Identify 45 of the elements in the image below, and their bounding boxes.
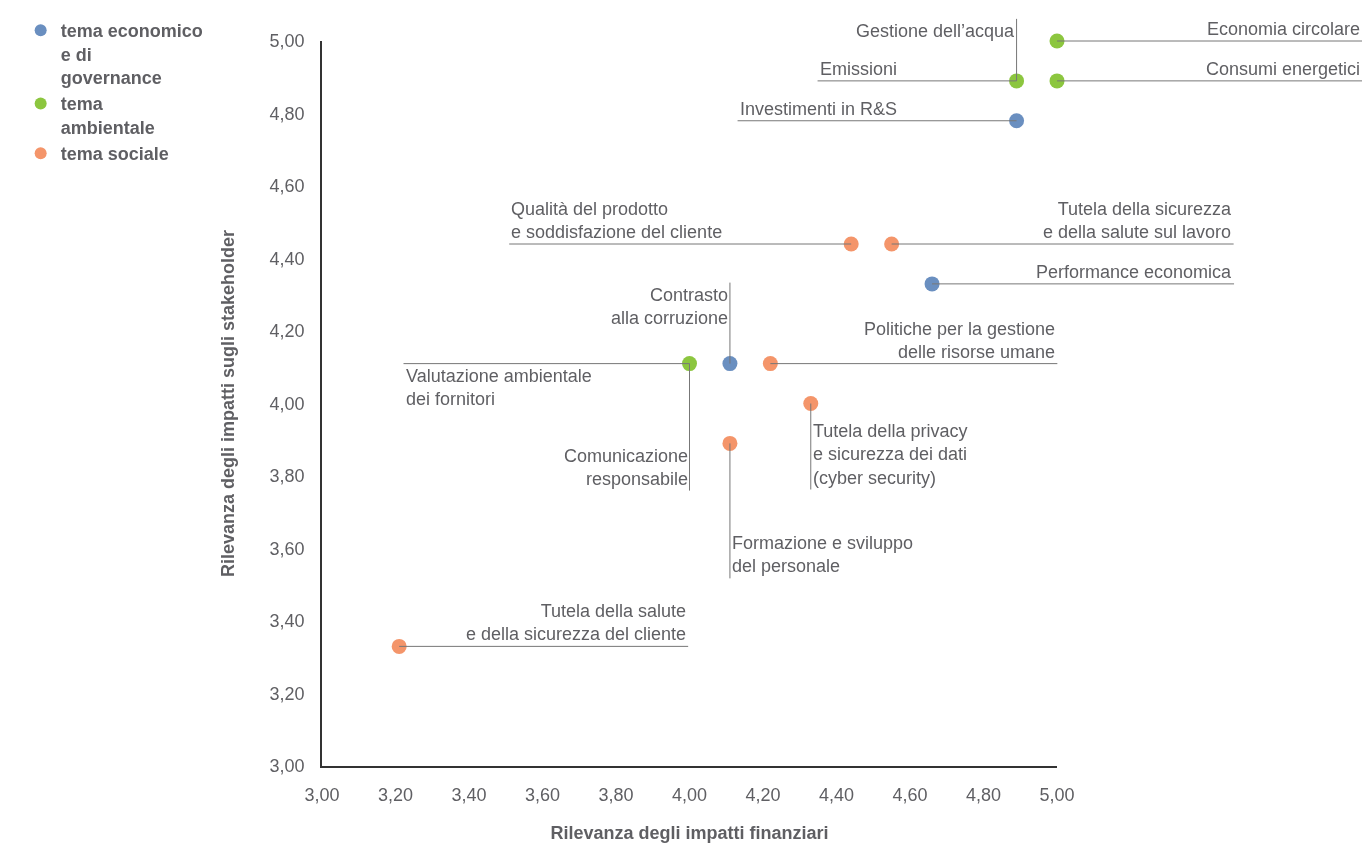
annotation: Gestione dell’acqua xyxy=(856,21,1016,41)
annotation: Contrasto alla corruzione xyxy=(611,285,729,329)
annotation: Tutela della sicurezza e della salute sul lavoro xyxy=(1043,199,1233,243)
point xyxy=(391,638,407,654)
annotation: Comunicazione responsabile xyxy=(564,446,689,490)
y-axis-title: Rilevanza degli impatti sugli stakeholder xyxy=(218,229,239,578)
x-axis-title: Rilevanza degli impatti finanziari xyxy=(550,822,829,843)
x-tick-label: 4,60 xyxy=(892,785,928,806)
x-tick-label: 5,00 xyxy=(1039,785,1075,806)
x-tick-label: 4,20 xyxy=(745,785,781,806)
annotation: Politiche per la gestione delle risorse umane xyxy=(864,319,1056,363)
x-tick-label: 4,40 xyxy=(818,785,855,806)
x-tick-label: 4,80 xyxy=(965,785,1002,806)
annotation: Emissioni xyxy=(820,59,898,79)
annotation: Valutazione ambientale dei fornitori xyxy=(406,366,592,410)
annotation: Tutela della privacy e sicurezza dei dati (cyber security) xyxy=(813,421,968,488)
annotation: Economia circolare xyxy=(1207,19,1361,39)
y-tick-label: 4,60 xyxy=(269,176,305,197)
annotation: Consumi energetici xyxy=(1206,59,1361,79)
annotation: Tutela della salute e della sicurezza del cliente xyxy=(466,601,687,645)
y-tick-label: 4,20 xyxy=(269,321,305,342)
point xyxy=(682,356,697,372)
point xyxy=(762,356,778,372)
y-tick-label: 3,00 xyxy=(269,756,305,777)
y-tick-label: 3,20 xyxy=(269,683,305,704)
annotation: Qualità del prodotto e soddisfazione del cliente xyxy=(511,199,723,243)
annotation: Formazione e sviluppo del personale xyxy=(732,533,914,577)
x-tick-label: 3,80 xyxy=(598,785,634,806)
point xyxy=(1009,113,1025,129)
y-tick-label: 4,00 xyxy=(269,393,305,414)
x-tick-label: 3,00 xyxy=(304,785,340,806)
annotation: Investimenti in R&S xyxy=(740,99,898,119)
annotation: Performance economica xyxy=(1036,262,1233,282)
y-tick-label: 5,00 xyxy=(269,31,305,52)
x-tick-label: 3,60 xyxy=(524,785,561,806)
y-tick-label: 4,80 xyxy=(269,103,305,124)
x-tick-label: 3,40 xyxy=(451,785,487,806)
legend-label: tema sociale xyxy=(60,144,169,165)
y-tick-label: 4,40 xyxy=(269,248,305,269)
x-tick-label: 4,00 xyxy=(671,785,708,806)
x-tick-label: 3,20 xyxy=(377,785,414,806)
point xyxy=(803,396,819,411)
y-tick-label: 3,60 xyxy=(269,538,305,559)
y-tick-label: 3,40 xyxy=(269,611,305,632)
y-tick-label: 3,80 xyxy=(269,466,305,487)
